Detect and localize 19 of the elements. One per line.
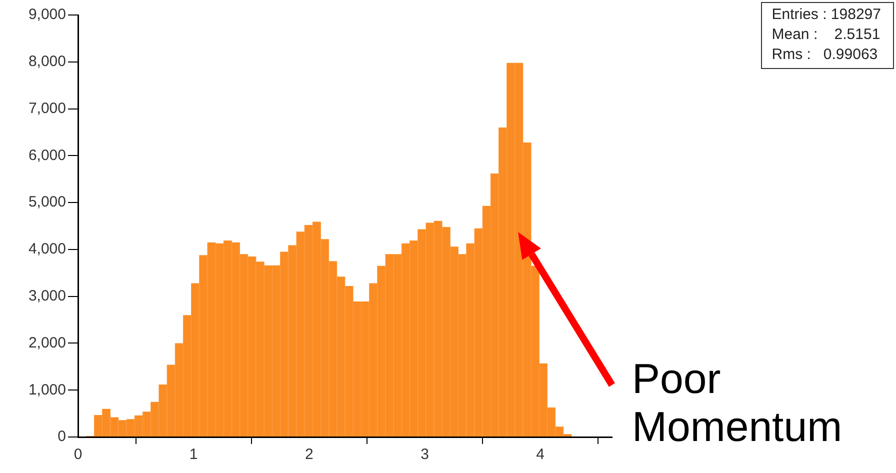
y-tick-label: 0 <box>58 428 66 446</box>
y-tick-label: 2,000 <box>28 334 66 352</box>
y-tick-label: 7,000 <box>28 100 66 117</box>
x-tick-label: 2 <box>304 446 314 464</box>
y-tick-label: 1,000 <box>28 381 66 398</box>
text: Entries : 198297 <box>772 5 881 25</box>
x-tick-label: 4 <box>536 446 545 464</box>
text: Rms : 0.99063 <box>772 45 879 65</box>
y-tick-label: 9,000 <box>28 6 66 24</box>
y-tick-label: 8,000 <box>28 53 66 70</box>
y-tick-label: 3,000 <box>28 287 66 304</box>
y-tick-label: 5,000 <box>28 194 66 211</box>
x-tick-label: 0 <box>74 446 82 464</box>
x-tick-label: 3 <box>420 446 429 464</box>
x-tick-label: 1 <box>189 446 198 464</box>
y-tick-label: 6,000 <box>28 146 66 164</box>
text: Mean : 2.5151 <box>772 25 881 45</box>
text: Poor Momentum <box>632 355 844 451</box>
y-tick-label: 4,000 <box>28 240 66 258</box>
